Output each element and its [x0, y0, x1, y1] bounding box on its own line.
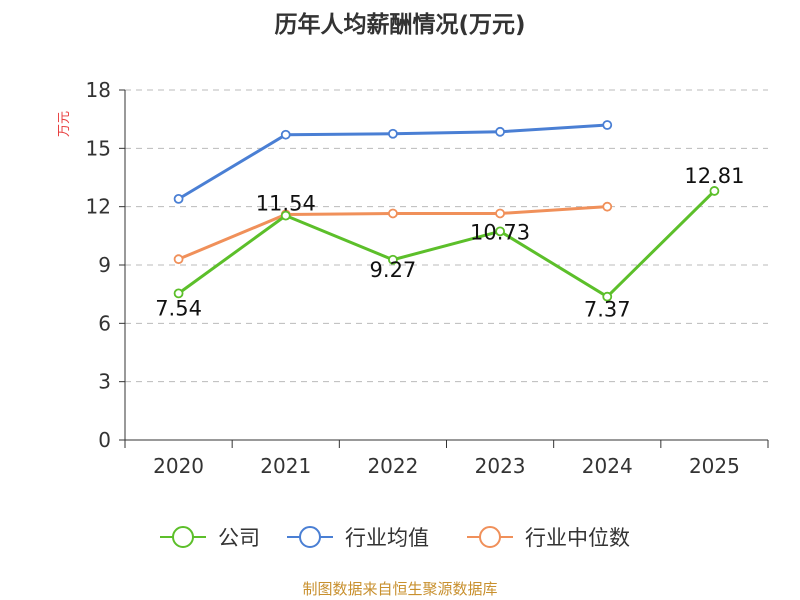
x-tick-label: 2021 — [260, 454, 311, 478]
legend[interactable]: 公司 行业均值 行业中位数 — [160, 526, 630, 550]
legend-item-2[interactable]: 行业中位数 — [467, 526, 630, 550]
data-point — [495, 208, 505, 219]
y-tick-label: 15 — [86, 136, 111, 160]
y-tick-label: 6 — [98, 311, 111, 335]
x-tick-label: 2025 — [689, 454, 740, 478]
data-point — [709, 186, 720, 196]
axes: 0 3 6 9 12 15 18 2020 2021 2022 2023 2024 2025 — [86, 78, 769, 478]
x-tick-label: 2023 — [475, 454, 526, 478]
legend-label: 行业中位数 — [525, 526, 630, 550]
data-point — [388, 208, 398, 219]
y-tick-label: 12 — [86, 195, 111, 219]
data-point — [602, 120, 613, 130]
data-label: 7.54 — [155, 296, 202, 320]
legend-item-1[interactable]: 行业均值 — [287, 526, 429, 550]
x-tick-label: 2024 — [582, 454, 633, 478]
data-label: 12.81 — [684, 164, 744, 188]
data-point — [495, 126, 505, 137]
grid-lines — [125, 89, 768, 383]
data-point — [602, 201, 613, 212]
data-label: 10.73 — [470, 220, 530, 244]
data-label: 7.37 — [584, 298, 631, 322]
series-line-0 — [177, 189, 716, 299]
x-tick-label: 2020 — [153, 454, 204, 478]
y-tick-label: 9 — [98, 253, 111, 277]
data-point — [280, 129, 291, 140]
legend-label: 行业均值 — [345, 526, 429, 550]
legend-item-0[interactable]: 公司 — [160, 526, 260, 550]
y-tick-label: 18 — [86, 78, 111, 102]
data-point — [602, 291, 613, 302]
legend-marker — [299, 526, 321, 548]
data-labels: 7.54 11.54 9.27 10.73 7.37 12.81 — [155, 164, 744, 322]
data-point — [173, 193, 184, 204]
series-group — [173, 120, 720, 302]
data-point — [495, 226, 505, 237]
source-note: 制图数据来自恒生聚源数据库 — [302, 580, 497, 598]
y-axis-label: 万元 — [57, 111, 72, 137]
y-tick-label: 3 — [98, 370, 111, 394]
data-label: 11.54 — [256, 192, 316, 216]
chart-title: 历年人均薪酬情况(万元) — [274, 11, 525, 38]
x-tick-label: 2022 — [367, 454, 418, 478]
legend-label: 公司 — [218, 526, 260, 550]
data-label: 9.27 — [370, 258, 417, 282]
y-tick-label: 0 — [98, 428, 111, 452]
data-point — [388, 254, 398, 265]
data-point — [173, 288, 184, 299]
data-point — [280, 210, 291, 221]
data-point — [173, 254, 184, 265]
legend-marker — [172, 526, 194, 548]
data-point — [388, 128, 398, 139]
legend-marker — [479, 526, 501, 548]
